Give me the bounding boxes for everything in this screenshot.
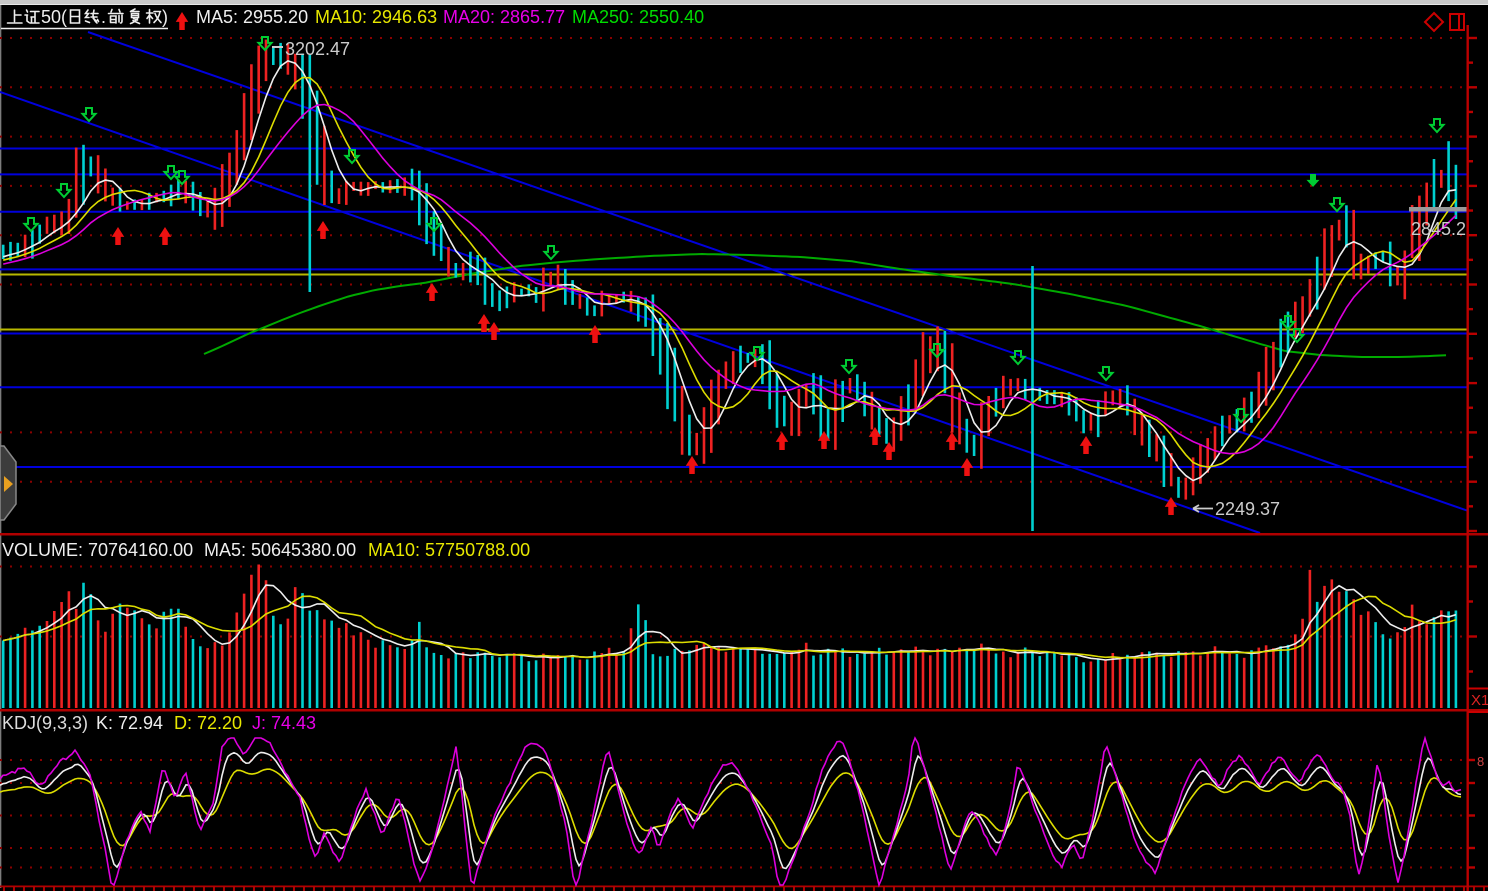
svg-text:50(: 50( [41,7,67,27]
svg-text:MA10: 57750788.00: MA10: 57750788.00 [368,540,530,560]
svg-text:MA5: 2955.20: MA5: 2955.20 [196,7,308,27]
svg-text:MA5: 50645380.00: MA5: 50645380.00 [204,540,356,560]
svg-text:MA20: 2865.77: MA20: 2865.77 [443,7,565,27]
svg-text:3202.47: 3202.47 [285,39,350,59]
svg-text:MA250: 2550.40: MA250: 2550.40 [572,7,704,27]
svg-text:VOLUME: 70764160.00: VOLUME: 70764160.00 [2,540,193,560]
svg-text:): ) [162,7,168,27]
svg-text:.: . [101,7,106,27]
svg-text:MA10: 2946.63: MA10: 2946.63 [315,7,437,27]
svg-text:J: 74.43: J: 74.43 [252,713,316,733]
svg-text:KDJ(9,3,3): KDJ(9,3,3) [2,713,88,733]
svg-text:2845.2: 2845.2 [1411,219,1466,239]
svg-text:X1: X1 [1471,692,1488,709]
svg-text:K: 72.94: K: 72.94 [96,713,163,733]
svg-text:2249.37: 2249.37 [1215,499,1280,519]
svg-text:8: 8 [1477,754,1484,769]
svg-text:D: 72.20: D: 72.20 [174,713,242,733]
